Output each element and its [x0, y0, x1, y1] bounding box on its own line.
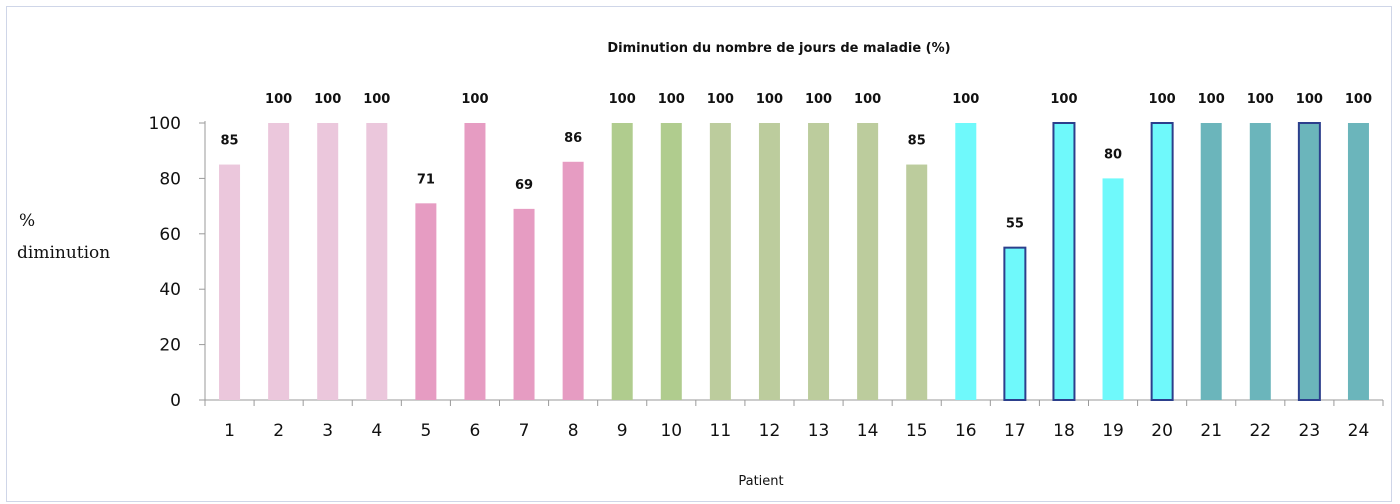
- bar-patient-8: [562, 161, 584, 400]
- x-tick-label: 24: [1348, 421, 1370, 441]
- x-tick-label: 18: [1053, 421, 1075, 441]
- data-label: 69: [515, 178, 533, 193]
- bar-patient-15: [906, 164, 928, 400]
- x-tick-label: 9: [617, 421, 628, 441]
- x-tick-label: 16: [955, 421, 977, 441]
- data-label: 100: [1296, 92, 1323, 107]
- data-label: 100: [756, 92, 783, 107]
- data-label: 100: [854, 92, 881, 107]
- y-tick-label: 60: [159, 225, 181, 245]
- y-tick-label: 80: [159, 169, 181, 189]
- x-tick-label: 10: [660, 421, 682, 441]
- x-tick-label: 13: [808, 421, 830, 441]
- data-label: 100: [314, 92, 341, 107]
- data-label: 80: [1104, 147, 1122, 162]
- bar-patient-23: [1297, 122, 1321, 401]
- bar-patient-17: [1003, 246, 1027, 401]
- bar-patient-22: [1249, 123, 1271, 400]
- bar-patient-18: [1052, 122, 1076, 401]
- bar-patient-3: [317, 123, 339, 400]
- x-tick-label: 14: [857, 421, 879, 441]
- chart-frame: Diminution du nombre de jours de maladie…: [6, 6, 1392, 502]
- x-tick-label: 17: [1004, 421, 1026, 441]
- x-tick-label: 20: [1151, 421, 1173, 441]
- y-axis-label-line-2: diminution: [17, 243, 110, 263]
- chart-title: Diminution du nombre de jours de maladie…: [607, 41, 950, 56]
- bar-patient-19: [1102, 178, 1124, 400]
- data-labels: 85 100 100 100 71 100 69 86 100 100 100 100 100 100 85…: [220, 92, 1372, 232]
- x-tick-label: 11: [710, 421, 732, 441]
- bar-patient-2: [268, 123, 290, 400]
- data-label: 100: [1149, 92, 1176, 107]
- bar-patient-9: [611, 123, 633, 400]
- bar-patient-1: [219, 164, 241, 400]
- data-label: 100: [707, 92, 734, 107]
- x-tick-label: 1: [224, 421, 235, 441]
- data-label: 85: [908, 134, 926, 149]
- bar-patient-14: [857, 123, 879, 400]
- bars: [219, 122, 1369, 401]
- data-label: 100: [805, 92, 832, 107]
- bar-patient-13: [808, 123, 830, 400]
- data-label: 100: [1050, 92, 1077, 107]
- bar-patient-5: [415, 203, 437, 400]
- y-tick-label: 40: [159, 280, 181, 300]
- data-label: 100: [1345, 92, 1372, 107]
- data-label: 55: [1006, 217, 1024, 232]
- data-label: 100: [265, 92, 292, 107]
- x-tick-label: 15: [906, 421, 928, 441]
- data-label: 71: [417, 172, 435, 187]
- data-label: 100: [363, 92, 390, 107]
- data-label: 100: [658, 92, 685, 107]
- x-tick-label: 21: [1200, 421, 1222, 441]
- data-label: 86: [564, 131, 582, 146]
- y-tick-label: 20: [159, 336, 181, 356]
- bar-patient-11: [709, 123, 731, 400]
- x-axis-label: Patient: [738, 474, 783, 489]
- bar-patient-24: [1347, 123, 1369, 400]
- y-tick-label: 100: [149, 114, 181, 134]
- x-tick-label: 19: [1102, 421, 1124, 441]
- x-tick-label: 5: [420, 421, 431, 441]
- bar-patient-20: [1150, 122, 1174, 401]
- data-label: 100: [609, 92, 636, 107]
- bar-patient-21: [1200, 123, 1222, 400]
- x-tick-label: 7: [519, 421, 530, 441]
- y-tick-label: 0: [170, 391, 181, 411]
- bar-patient-4: [366, 123, 388, 400]
- x-tick-label: 6: [470, 421, 481, 441]
- bar-patient-10: [660, 123, 682, 400]
- x-tick-label: 4: [371, 421, 382, 441]
- data-label: 100: [952, 92, 979, 107]
- x-tick-label: 22: [1249, 421, 1271, 441]
- x-tick-label: 8: [568, 421, 579, 441]
- bar-patient-6: [464, 123, 486, 400]
- data-label: 100: [1198, 92, 1225, 107]
- y-axis-label-line-1: %: [19, 211, 35, 231]
- bar-patient-12: [758, 123, 780, 400]
- bar-patient-16: [955, 123, 977, 400]
- data-label: 100: [461, 92, 488, 107]
- bar-patient-7: [513, 208, 535, 400]
- bar-chart: Diminution du nombre de jours de maladie…: [17, 41, 1384, 489]
- x-tick-label: 3: [322, 421, 333, 441]
- x-axis: 1 2 3 4 5 6 7 8 9 10 11 12 13 14 15 16 17 18 19 20 21 22 23 24: [204, 399, 1384, 441]
- x-tick-label: 12: [759, 421, 781, 441]
- y-axis: 0 20 40 60 80 100: [149, 114, 206, 411]
- data-label: 85: [220, 134, 238, 149]
- data-label: 100: [1247, 92, 1274, 107]
- x-tick-label: 23: [1299, 421, 1321, 441]
- x-tick-label: 2: [273, 421, 284, 441]
